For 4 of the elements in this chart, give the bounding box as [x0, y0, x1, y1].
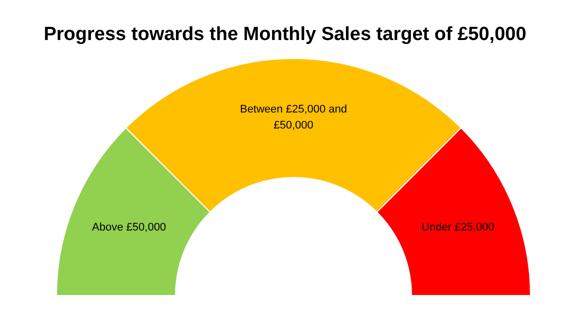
slice-label: Above £50,000	[92, 221, 166, 234]
slice-label: Under £25,000	[422, 221, 494, 234]
slice-label: Between £25,000 and £50,000	[240, 104, 348, 132]
chart-title: Progress towards the Monthly Sales target of £50,000	[44, 24, 526, 45]
